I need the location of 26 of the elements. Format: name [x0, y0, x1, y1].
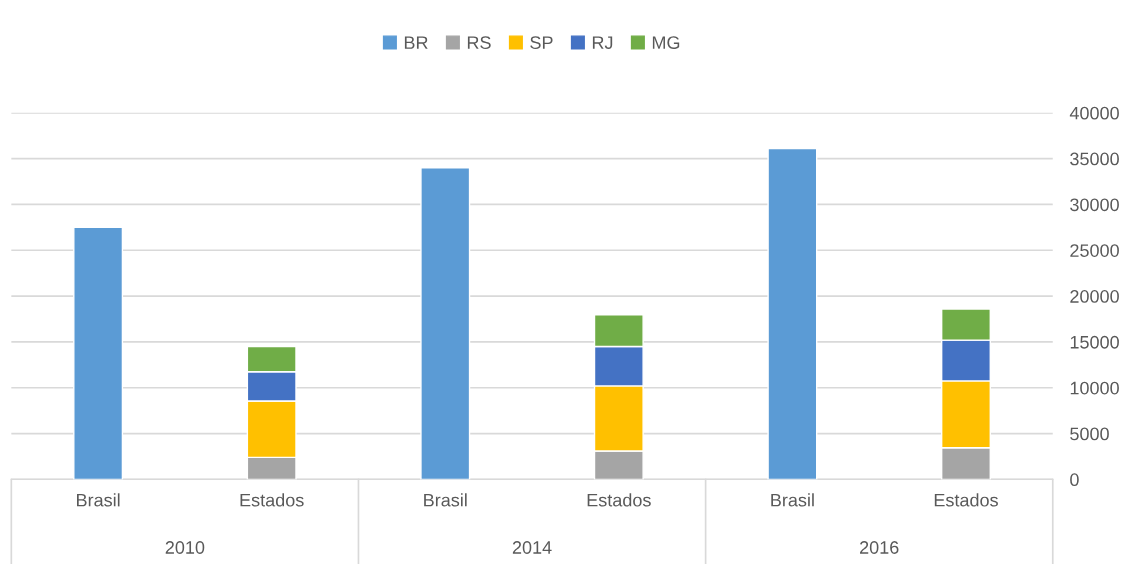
bar	[73, 226, 124, 480]
y-tick-label: 40000	[1069, 106, 1119, 120]
y-tick-label: 30000	[1070, 198, 1119, 212]
x-tick-label: Brasil	[771, 493, 814, 507]
y-tick-label: 0	[1070, 473, 1079, 487]
legend-label: RJ	[592, 36, 613, 49]
x-tick-label: Estados	[934, 493, 998, 507]
bar	[420, 167, 471, 480]
x-tick-label: Brasil	[424, 493, 467, 507]
legend-label: RS	[467, 36, 491, 49]
x-tick-label: Estados	[240, 493, 304, 507]
legend-label: BR	[404, 36, 428, 49]
legend-label: SP	[530, 36, 553, 49]
text: 2010	[165, 541, 205, 554]
x-tick-label: Estados	[587, 493, 651, 507]
text: 2016	[860, 541, 899, 554]
x-tick-label: Brasil	[77, 493, 120, 507]
y-tick-label: 25000	[1070, 244, 1119, 257]
y-tick-label: 35000	[1070, 152, 1119, 166]
legend-label: MG	[652, 36, 680, 49]
bar	[767, 147, 818, 480]
text: 2014	[512, 541, 552, 554]
y-tick-label: 5000	[1070, 427, 1109, 441]
y-tick-label: 10000	[1070, 381, 1119, 395]
y-tick-label: 20000	[1070, 290, 1119, 303]
y-tick-label: 15000	[1070, 335, 1119, 349]
